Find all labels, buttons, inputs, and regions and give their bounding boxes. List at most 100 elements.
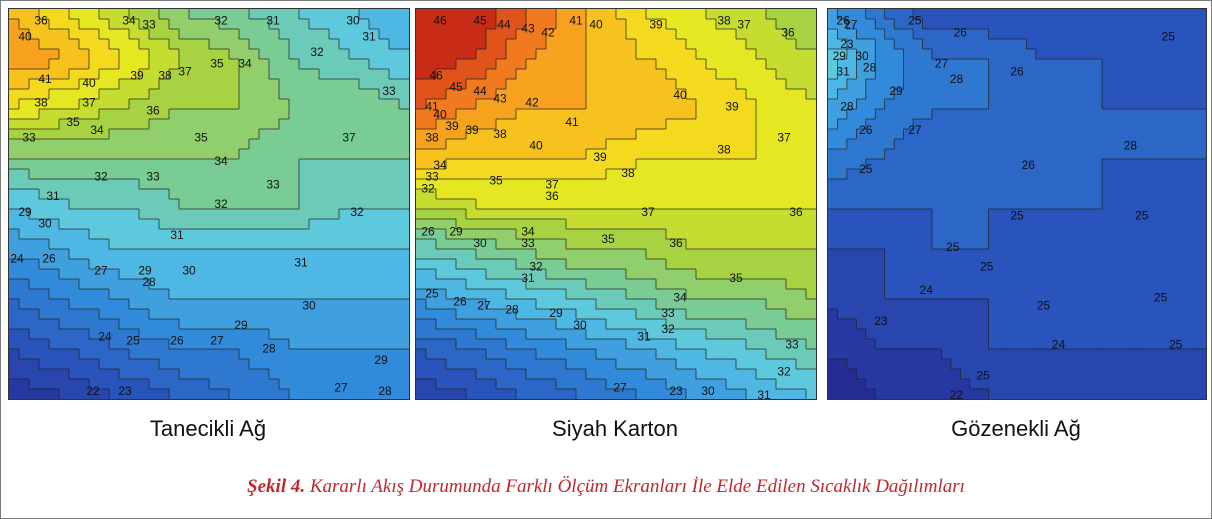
heatmap-cell — [676, 319, 687, 330]
heatmap-cell — [299, 269, 310, 280]
heatmap-cell — [399, 199, 409, 210]
heatmap-cell — [1168, 19, 1179, 30]
heatmap-cell — [169, 329, 180, 340]
heatmap-cell — [59, 229, 70, 240]
heatmap-cell — [39, 129, 50, 140]
heatmap-cell — [486, 169, 497, 180]
heatmap-cell — [526, 389, 537, 399]
heatmap-cell — [796, 59, 807, 70]
heatmap-cell — [329, 9, 340, 20]
heatmap-cell — [486, 39, 497, 50]
heatmap-cell — [696, 89, 707, 100]
heatmap-cell — [39, 269, 50, 280]
heatmap-cell — [359, 319, 370, 330]
heatmap-cell — [209, 229, 220, 240]
heatmap-cell — [746, 279, 757, 290]
heatmap-cell — [666, 249, 677, 260]
heatmap-cell — [736, 29, 747, 40]
heatmap-cell — [109, 329, 120, 340]
heatmap-cell — [199, 39, 210, 50]
heatmap-cell — [289, 319, 300, 330]
heatmap-cell — [359, 279, 370, 290]
heatmap-cell — [199, 269, 210, 280]
heatmap-cell — [279, 129, 290, 140]
heatmap-cell — [496, 19, 507, 30]
heatmap-cell — [69, 349, 80, 360]
heatmap-cell — [269, 99, 280, 110]
contour-label: 33 — [266, 178, 280, 192]
heatmap-cell — [446, 29, 457, 40]
heatmap-cell — [309, 139, 320, 150]
heatmap-cell — [369, 349, 380, 360]
heatmap-cell — [616, 269, 627, 280]
heatmap-cell — [922, 99, 933, 110]
heatmap-cell — [776, 249, 787, 260]
heatmap-cell — [79, 389, 90, 399]
heatmap-cell — [716, 339, 727, 350]
heatmap-cell — [389, 389, 400, 399]
heatmap-cell — [486, 359, 497, 370]
heatmap-cell — [746, 389, 757, 399]
heatmap-cell — [169, 129, 180, 140]
heatmap-cell — [89, 199, 100, 210]
heatmap-cell — [416, 239, 427, 250]
heatmap-cell — [109, 149, 120, 160]
heatmap-cell — [209, 29, 220, 40]
heatmap-cell — [1149, 69, 1160, 80]
heatmap-cell — [139, 289, 150, 300]
heatmap-cell — [299, 319, 310, 330]
heatmap-cell — [39, 219, 50, 230]
heatmap-cell — [416, 289, 427, 300]
heatmap-cell — [149, 129, 160, 140]
heatmap-cell — [309, 379, 320, 390]
heatmap-cell — [249, 319, 260, 330]
heatmap-cell — [756, 39, 767, 50]
heatmap-cell — [726, 269, 737, 280]
heatmap-cell — [596, 269, 607, 280]
heatmap-cell — [9, 189, 20, 200]
heatmap-cell — [746, 319, 757, 330]
heatmap-cell — [149, 199, 160, 210]
contour-label: 38 — [717, 14, 731, 28]
heatmap-cell — [399, 79, 409, 90]
heatmap-cell — [279, 39, 290, 50]
heatmap-cell — [786, 319, 797, 330]
heatmap-cell — [319, 279, 330, 290]
heatmap-cell — [796, 219, 807, 230]
heatmap-cell — [756, 59, 767, 70]
heatmap-cell — [229, 49, 240, 60]
heatmap-cell — [736, 349, 747, 360]
heatmap-cell — [169, 89, 180, 100]
heatmap-cell — [149, 9, 160, 20]
heatmap-cell — [516, 389, 527, 399]
heatmap-cell — [546, 349, 557, 360]
heatmap-cell — [706, 249, 717, 260]
heatmap-cell — [686, 79, 697, 90]
heatmap-cell — [139, 59, 150, 70]
heatmap-cell — [99, 29, 110, 40]
heatmap-cell — [596, 159, 607, 170]
heatmap-cell — [239, 359, 250, 370]
heatmap-cell — [756, 239, 767, 250]
heatmap-cell — [696, 269, 707, 280]
heatmap-cell — [269, 39, 280, 50]
heatmap-cell — [179, 219, 190, 230]
contour-label: 33 — [785, 337, 799, 351]
heatmap-cell — [159, 289, 170, 300]
heatmap-cell — [109, 249, 120, 260]
heatmap-cell — [516, 229, 527, 240]
heatmap-cell — [89, 9, 100, 20]
heatmap-cell — [229, 299, 240, 310]
heatmap-cell — [696, 169, 707, 180]
contour-label: 37 — [178, 64, 192, 78]
heatmap-cell — [269, 219, 280, 230]
heatmap-cell — [349, 49, 360, 60]
heatmap-cell — [149, 379, 160, 390]
heatmap-cell — [329, 369, 340, 380]
heatmap-cell — [806, 269, 816, 280]
heatmap-cell — [199, 159, 210, 170]
heatmap-cell — [179, 369, 190, 380]
heatmap-cell — [456, 29, 467, 40]
heatmap-cell — [189, 59, 200, 70]
